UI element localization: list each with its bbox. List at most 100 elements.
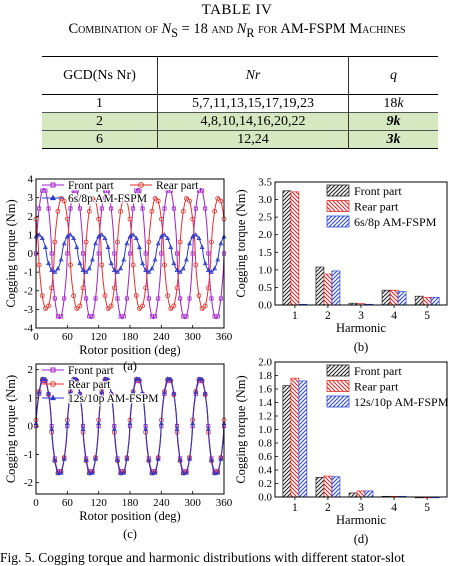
- panel-label: (a): [123, 359, 137, 373]
- y-tick-label: 0.0: [258, 492, 272, 504]
- series-marker: [215, 314, 220, 319]
- series-marker: [81, 424, 85, 429]
- series-marker: [49, 424, 54, 429]
- series-marker: [146, 296, 151, 301]
- series-marker: [165, 235, 171, 241]
- series-marker: [152, 196, 158, 201]
- series-marker: [58, 470, 64, 475]
- series-marker: [71, 293, 76, 299]
- series-marker: [187, 198, 192, 204]
- header-q: q: [348, 56, 438, 95]
- series-marker: [89, 470, 95, 475]
- series-marker: [193, 232, 199, 237]
- series-marker: [106, 188, 111, 193]
- y-tick-label: 1.5: [258, 247, 272, 259]
- x-tick-label: 60: [62, 331, 74, 343]
- series-marker: [121, 256, 127, 262]
- y-tick-label: -2: [24, 285, 33, 297]
- series-marker: [93, 198, 98, 204]
- series-marker: [222, 251, 226, 256]
- y-tick-label: 1.0: [258, 264, 272, 276]
- cell-q: 18k: [348, 94, 438, 113]
- series-marker: [111, 285, 117, 291]
- series-marker: [118, 265, 124, 271]
- series-marker: [84, 296, 89, 301]
- series-marker: [89, 256, 95, 262]
- series-marker: [118, 470, 124, 475]
- series-marker: [187, 296, 192, 301]
- series-marker: [59, 314, 64, 319]
- y-tick-label: 1: [28, 229, 34, 241]
- series-marker: [74, 376, 80, 382]
- bar: [430, 296, 440, 306]
- series-marker: [149, 265, 155, 271]
- series-marker: [215, 196, 221, 201]
- series-marker: [42, 244, 48, 249]
- series-marker: [202, 260, 208, 266]
- series-marker: [199, 244, 205, 249]
- cell-q: 3k: [348, 130, 438, 149]
- legend-marker: [50, 367, 56, 373]
- combination-table: GCD(Ns Nr) Nr q 1 5,7,11,13,15,17,19,23 …: [42, 56, 438, 149]
- series-marker: [68, 262, 73, 268]
- x-tick-label: 180: [122, 497, 139, 509]
- series-marker: [58, 256, 64, 262]
- y-tick-label: 3: [28, 192, 34, 204]
- series-marker: [162, 392, 167, 397]
- legend-swatch: [326, 184, 350, 197]
- series-marker: [124, 456, 130, 461]
- legend-marker: [49, 394, 57, 401]
- bar: [364, 490, 374, 498]
- plot-frame: [274, 181, 448, 306]
- series-marker: [80, 267, 86, 273]
- series-marker: [112, 424, 117, 429]
- series-marker: [49, 426, 55, 431]
- series-marker: [121, 470, 127, 475]
- series-marker: [36, 262, 42, 268]
- legend-swatch: [326, 380, 350, 392]
- y-tick-label: -4: [24, 323, 34, 335]
- panel-label: (b): [354, 340, 369, 354]
- legend-label: Front part: [354, 364, 402, 378]
- series-marker: [37, 392, 42, 397]
- series-marker: [86, 265, 92, 271]
- bar: [348, 492, 358, 498]
- caption-nr-sub: R: [246, 25, 255, 40]
- series-marker: [193, 206, 198, 211]
- series-marker: [136, 306, 142, 311]
- series-marker: [96, 420, 102, 425]
- series-marker: [183, 256, 189, 262]
- series-marker: [99, 262, 105, 268]
- series-marker: [171, 260, 177, 266]
- bar-chart-d: 1 2 3 4 5 0.0 0.20.4 0.60.8 1.01.2 1.41.6 1.82.0 Ha…: [234, 357, 449, 547]
- series-marker: [184, 314, 189, 319]
- x-axis-label: Rotor position (deg): [79, 509, 180, 523]
- series-marker: [127, 216, 133, 222]
- y-tick-label: 1: [28, 392, 34, 404]
- series-marker: [155, 198, 161, 204]
- series-marker: [140, 260, 145, 266]
- series-marker: [140, 303, 145, 309]
- series-marker: [156, 296, 161, 301]
- series-marker: [158, 420, 164, 425]
- legend-label: 6s/8p AM-FSPM: [68, 193, 147, 205]
- series-marker: [55, 208, 61, 214]
- legend-swatch: [326, 364, 350, 377]
- series-marker: [159, 251, 164, 256]
- series-marker: [180, 208, 186, 214]
- series-marker: [96, 216, 102, 222]
- series-marker: [108, 390, 114, 395]
- series-marker: [102, 235, 108, 241]
- legend-label: 6s/8p AM-FSPM: [354, 215, 437, 229]
- series-marker: [218, 240, 224, 246]
- x-tick-label: 240: [153, 497, 170, 509]
- table-caption: Combination of NS = 18 and NR for AM-FSP…: [0, 21, 474, 41]
- series-marker: [61, 198, 67, 204]
- series-marker: [52, 457, 58, 462]
- series-marker: [86, 208, 92, 214]
- series-marker: [162, 389, 167, 394]
- series-marker: [212, 208, 218, 214]
- legend-entry: Rear part: [326, 200, 399, 214]
- legend-label: Front part: [68, 365, 114, 377]
